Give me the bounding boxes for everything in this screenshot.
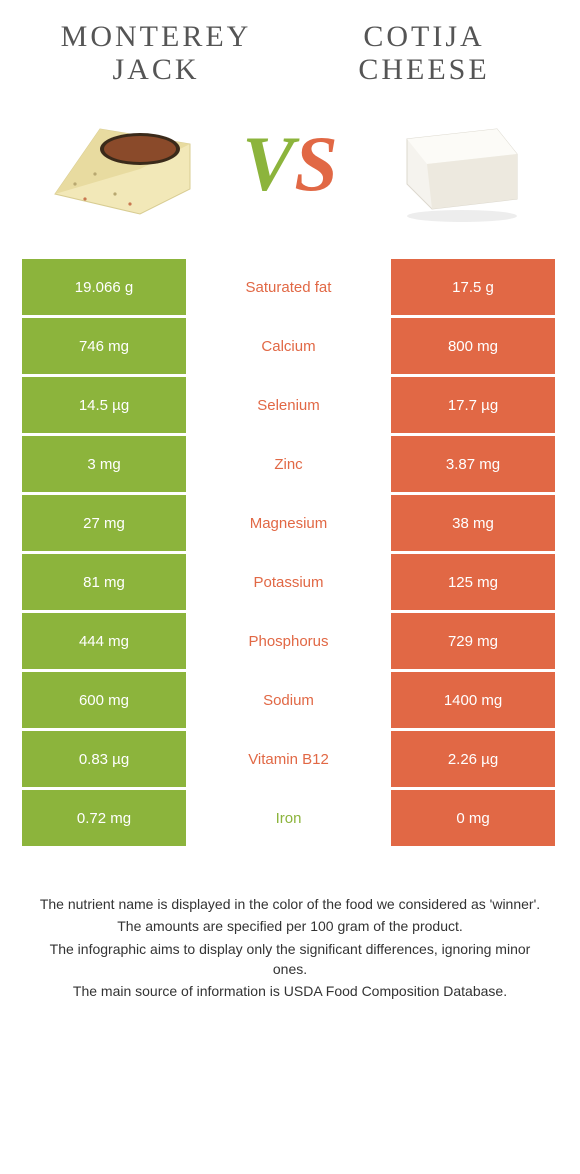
footnote-line: The amounts are specified per 100 gram o…: [32, 916, 548, 936]
right-value: 0 mg: [391, 790, 555, 846]
vs-s: S: [294, 119, 337, 209]
nutrient-row: 746 mgCalcium800 mg: [22, 318, 558, 374]
nutrient-row: 81 mgPotassium125 mg: [22, 554, 558, 610]
left-value: 444 mg: [22, 613, 186, 669]
left-value: 0.72 mg: [22, 790, 186, 846]
nutrient-label: Zinc: [186, 436, 391, 492]
right-value: 38 mg: [391, 495, 555, 551]
left-value: 600 mg: [22, 672, 186, 728]
comparison-container: MONTEREY JACK COTIJA CHEESE VS: [0, 0, 580, 1023]
right-value: 3.87 mg: [391, 436, 555, 492]
right-value: 1400 mg: [391, 672, 555, 728]
nutrient-label: Magnesium: [186, 495, 391, 551]
nutrient-label: Vitamin B12: [186, 731, 391, 787]
vs-label: VS: [242, 119, 337, 209]
nutrient-row: 600 mgSodium1400 mg: [22, 672, 558, 728]
left-value: 14.5 µg: [22, 377, 186, 433]
left-food-title: MONTEREY JACK: [35, 20, 276, 86]
left-value: 27 mg: [22, 495, 186, 551]
footnote-line: The main source of information is USDA F…: [32, 981, 548, 1001]
left-value: 746 mg: [22, 318, 186, 374]
footnote-line: The nutrient name is displayed in the co…: [32, 894, 548, 914]
left-value: 81 mg: [22, 554, 186, 610]
footnote-line: The infographic aims to display only the…: [32, 939, 548, 980]
vs-row: VS: [22, 96, 558, 231]
nutrient-label: Selenium: [186, 377, 391, 433]
nutrient-row: 0.72 mgIron0 mg: [22, 790, 558, 846]
left-value: 19.066 g: [22, 259, 186, 315]
nutrient-label: Iron: [186, 790, 391, 846]
nutrient-label: Calcium: [186, 318, 391, 374]
nutrient-row: 444 mgPhosphorus729 mg: [22, 613, 558, 669]
nutrient-row: 19.066 gSaturated fat17.5 g: [22, 259, 558, 315]
nutrient-row: 27 mgMagnesium38 mg: [22, 495, 558, 551]
right-value: 729 mg: [391, 613, 555, 669]
nutrient-label: Potassium: [186, 554, 391, 610]
nutrient-label: Phosphorus: [186, 613, 391, 669]
right-value: 125 mg: [391, 554, 555, 610]
nutrient-label: Sodium: [186, 672, 391, 728]
left-value: 0.83 µg: [22, 731, 186, 787]
right-value: 17.7 µg: [391, 377, 555, 433]
nutrient-label: Saturated fat: [186, 259, 391, 315]
footnotes: The nutrient name is displayed in the co…: [22, 894, 558, 1001]
nutrient-row: 14.5 µgSelenium17.7 µg: [22, 377, 558, 433]
left-value: 3 mg: [22, 436, 186, 492]
vs-v: V: [242, 119, 294, 209]
nutrient-row: 3 mgZinc3.87 mg: [22, 436, 558, 492]
right-value: 17.5 g: [391, 259, 555, 315]
right-value: 2.26 µg: [391, 731, 555, 787]
right-food-image: [375, 96, 540, 231]
left-food-image: [40, 96, 205, 231]
right-value: 800 mg: [391, 318, 555, 374]
right-food-title: COTIJA CHEESE: [303, 20, 544, 86]
header-titles: MONTEREY JACK COTIJA CHEESE: [22, 20, 558, 86]
nutrient-row: 0.83 µgVitamin B122.26 µg: [22, 731, 558, 787]
nutrient-table: 19.066 gSaturated fat17.5 g746 mgCalcium…: [22, 259, 558, 846]
